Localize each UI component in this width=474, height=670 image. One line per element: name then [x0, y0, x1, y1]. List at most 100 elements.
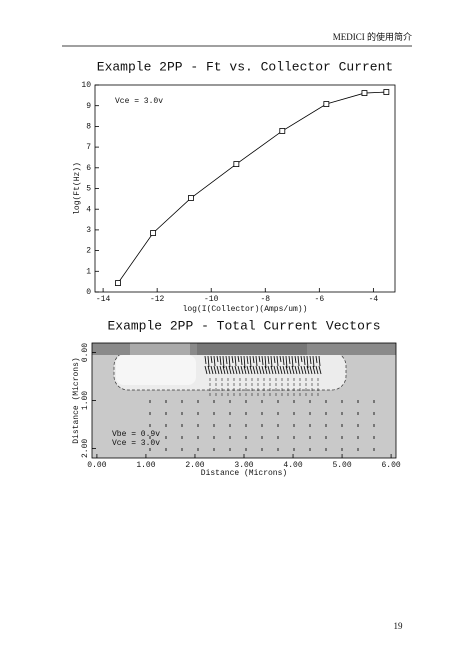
current-vector	[303, 355, 306, 366]
current-vector	[312, 365, 316, 375]
current-vector	[207, 355, 210, 368]
current-vector	[213, 355, 216, 367]
x-tick-label: 1.00	[136, 461, 155, 470]
y-tick-label: 4	[86, 205, 91, 214]
current-vector	[282, 365, 286, 375]
current-vector	[291, 355, 294, 368]
current-vector	[300, 365, 304, 375]
current-vector	[216, 355, 219, 363]
current-vector	[285, 365, 289, 375]
current-vector	[216, 365, 220, 375]
current-vector	[303, 365, 307, 375]
data-point	[361, 90, 368, 96]
x-tick-label: 6.00	[381, 461, 400, 470]
y-tick-label: 0	[86, 288, 91, 297]
x-tick-label: 3.00	[234, 461, 253, 470]
current-vector	[246, 355, 249, 365]
y-axis-label: log(Ft(Hz))	[73, 162, 82, 215]
current-vector	[252, 355, 255, 364]
current-vector	[258, 365, 262, 375]
data-point	[115, 280, 121, 286]
current-vector	[237, 355, 240, 363]
x-tick-label: 0.00	[87, 461, 106, 470]
current-vector	[210, 365, 214, 375]
current-vector	[225, 365, 229, 375]
current-vector	[231, 355, 234, 364]
current-vector	[291, 365, 295, 375]
current-vector	[270, 365, 274, 375]
current-vector	[309, 365, 313, 375]
x-axis-label: log(I(Collector)(Amps/um))	[183, 305, 308, 314]
current-vector	[306, 365, 310, 375]
current-vector	[246, 365, 250, 375]
x-axis-label: Distance (Microns)	[201, 469, 287, 478]
current-vector	[300, 355, 303, 363]
data-point	[150, 230, 157, 236]
current-vector	[240, 355, 243, 366]
y-tick-label: 7	[86, 143, 91, 152]
current-vector	[213, 365, 217, 375]
x-tick-label: -14	[96, 295, 111, 304]
current-vector	[204, 355, 207, 365]
current-vector	[210, 355, 213, 364]
current-vector	[231, 365, 235, 375]
current-vector	[294, 355, 297, 364]
current-vector	[252, 365, 256, 375]
current-vector	[273, 355, 276, 364]
current-vector	[249, 365, 253, 375]
current-vector	[219, 365, 223, 375]
current-vector	[243, 365, 247, 375]
chart-title: Example 2PP - Ft vs. Collector Current	[97, 59, 393, 74]
y-tick-label: 5	[86, 185, 91, 194]
current-vector	[228, 355, 231, 368]
current-vector	[282, 355, 285, 366]
current-vector	[219, 355, 222, 366]
annotation: Vce = 3.0v	[112, 439, 160, 448]
annotation: Vce = 3.0v	[115, 97, 163, 106]
x-tick-label: -4	[369, 295, 379, 304]
y-tick-label: 10	[81, 81, 91, 90]
current-vector	[267, 355, 270, 365]
current-vector	[270, 355, 273, 368]
x-tick-label: -10	[204, 295, 219, 304]
current-vector	[240, 365, 244, 375]
current-vector	[264, 365, 268, 375]
data-point	[188, 195, 194, 201]
x-tick-label: -12	[150, 295, 165, 304]
current-vector	[255, 365, 259, 375]
current-vector	[309, 355, 312, 365]
current-vector	[261, 355, 264, 366]
current-vector	[204, 365, 208, 375]
collector-contact	[197, 343, 307, 355]
current-vector	[237, 365, 241, 375]
current-vector	[267, 365, 271, 375]
y-tick-label: 8	[86, 123, 91, 132]
y-tick-label: 1	[86, 267, 91, 276]
current-vector	[234, 355, 237, 367]
y-tick-label: 3	[86, 226, 91, 235]
current-vector	[258, 355, 261, 363]
current-vector	[312, 355, 315, 368]
current-vector	[222, 365, 226, 375]
y-axis-label: Distance (Microns)	[72, 357, 81, 443]
x-tick-label: 4.00	[283, 461, 302, 470]
page-number: 19	[394, 621, 404, 631]
current-vector	[243, 355, 246, 369]
current-vector	[297, 365, 301, 375]
current-vector	[318, 365, 322, 375]
emitter-contact	[130, 343, 190, 355]
current-vector	[255, 355, 258, 367]
current-vector	[285, 355, 288, 369]
data-point	[279, 128, 286, 134]
current-vector	[318, 355, 321, 367]
y-tick-label: 2	[86, 247, 91, 256]
annotation: Vbe = 0.9v	[112, 430, 160, 439]
current-vector	[276, 365, 280, 375]
data-point	[323, 101, 330, 107]
current-vector	[234, 365, 238, 375]
current-vector	[306, 355, 309, 369]
y-tick-label: 0.00	[81, 343, 90, 362]
y-tick-label: 6	[86, 164, 91, 173]
